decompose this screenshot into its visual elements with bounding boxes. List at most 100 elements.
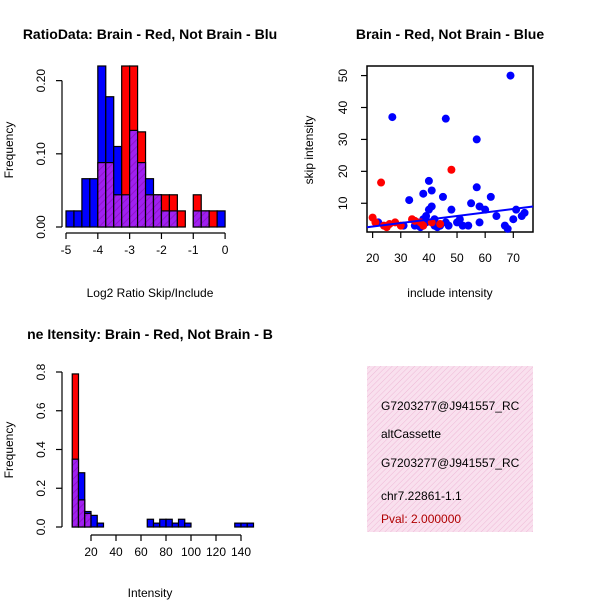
scatter-point-not-brain-32 [475,218,484,227]
ratio-overlap-bar-8 [129,129,139,228]
scatter-title: Brain - Red, Not Brain - Blue [356,26,544,42]
scatter-point-not-brain-42 [520,208,529,217]
ratio-histogram-xlabel: Log2 Ratio Skip/Include [87,286,214,300]
intensity-histogram: ne Itensity: Brain - Red, Not Brain - B … [2,326,273,600]
scatter-point-not-brain-38 [506,71,515,80]
ratio-overlap-bar-7 [121,194,131,228]
intensity-y-tick-label-1: 0.2 [34,480,48,497]
ratio-overlap-bar-13 [168,210,178,228]
intensity-histogram-title: ne Itensity: Brain - Red, Not Brain - B [27,326,273,342]
intensity-bar-29 [246,522,255,528]
scatter-point-not-brain-9 [422,212,431,221]
intensity-bar-5 [96,522,105,528]
intensity-bar-17 [171,522,180,528]
intensity-x-tick-label-6: 140 [231,545,251,559]
intensity-x-tick-label-3: 80 [159,545,173,559]
ratio-x-tick-label-3: -2 [156,243,167,257]
ratio-bar-14 [176,210,186,228]
info-probe-id: G7203277@J941557_RC [381,399,520,413]
ratio-x-tick-label-5: 0 [222,243,229,257]
scatter-point-not-brain-37 [503,224,512,233]
info-event-type: altCassette [381,427,441,441]
scatter-point-not-brain-1 [388,113,397,122]
info-panel: G7203277@J941557_RC altCassette G7203277… [367,366,533,532]
scatter-x-tick-label-4: 60 [478,251,492,265]
info-locus: chr7.22861-1.1 [381,489,462,503]
scatter-point-brain-12 [427,218,436,227]
ratio-y-tick-label-1: 0.10 [34,142,48,166]
scatter-point-not-brain-8 [419,189,428,198]
ratio-x-tick-label-4: -1 [188,243,199,257]
intensity-overlap-bar-1 [71,458,80,528]
scatter-point-not-brain-29 [472,135,481,144]
ratio-overlap-bar-16 [192,210,202,228]
ratio-overlap-bar-11 [152,194,163,228]
scatter-point-not-brain-28 [467,199,476,208]
ratio-x-tick-label-0: -5 [61,243,72,257]
scatter-point-not-brain-13 [427,202,436,211]
info-probe-id-2: G7203277@J941557_RC [381,456,520,470]
intensity-bar-19 [184,522,192,528]
scatter-point-not-brain-23 [447,205,456,214]
scatter-point-brain-13 [436,220,445,229]
ratio-bar-19 [216,210,226,228]
scatter-point-not-brain-35 [492,212,501,221]
intensity-y-tick-label-0: 0.0 [34,518,48,535]
scatter-y-tick-label-4: 50 [336,69,350,83]
intensity-bar-16 [165,518,173,528]
ratio-bar-3 [89,178,99,228]
ratio-x-tick-label-2: -3 [124,243,135,257]
intensity-overlap-bar-3 [84,512,92,528]
scatter-frame [366,65,534,233]
scatter-point-not-brain-26 [458,221,467,230]
intensity-y-tick-label-4: 0.8 [34,363,48,380]
ratio-overlap-bar-10 [144,194,155,228]
intensity-x-tick-label-4: 100 [181,545,201,559]
ratio-histogram-title: RatioData: Brain - Red, Not Brain - Blu [23,26,277,42]
scatter-y-tick-label-0: 10 [336,196,350,210]
intensity-x-tick-label-0: 20 [84,545,98,559]
scatter-point-brain-2 [377,178,386,187]
intensity-bar-27 [234,522,242,528]
ratio-bar-1 [73,210,83,228]
scatter-point-brain-1 [371,218,380,227]
scatter-point-not-brain-12 [424,176,433,185]
ratio-x-tick-label-1: -4 [92,243,103,257]
intensity-histogram-ylabel: Frequency [2,422,16,479]
scatter-point-brain-14 [447,165,456,174]
scatter-ylabel: skip intensity [302,116,316,185]
scatter-fit-line [366,205,534,229]
ratio-overlap-bar-9 [136,162,147,228]
scatter-x-tick-label-3: 50 [450,251,464,265]
intensity-x-tick-label-1: 40 [109,545,123,559]
intensity-bar-15 [159,518,167,528]
intensity-y-tick-label-3: 0.6 [34,402,48,419]
scatter-point-not-brain-20 [441,114,450,123]
scatter-point-not-brain-14 [427,186,436,195]
scatter-x-tick-label-5: 70 [507,251,521,265]
scatter-point-not-brain-30 [472,183,481,192]
ratio-bar-2 [81,178,91,228]
ratio-overlap-bar-6 [113,194,123,228]
scatter-point-not-brain-34 [486,192,495,201]
scatter-point-not-brain-19 [438,192,447,201]
intensity-bar-14 [152,522,161,528]
intensity-scatter: Brain - Red, Not Brain - Blue include in… [302,26,544,300]
right-margin-mask [533,360,600,540]
scatter-point-brain-11 [419,221,428,230]
ratio-overlap-bar-17 [200,210,210,228]
intensity-overlap-bar-2 [77,499,86,528]
ratio-histogram: RatioData: Brain - Red, Not Brain - Blu … [2,26,277,300]
scatter-point-not-brain-22 [444,221,453,230]
info-pval: Pval: 2.000000 [381,512,461,526]
scatter-y-tick-label-3: 40 [336,101,350,115]
intensity-bar-18 [177,518,186,528]
ratio-overlap-bar-5 [105,162,115,228]
scatter-point-not-brain-39 [509,215,518,224]
ratio-y-tick-label-0: 0.00 [34,215,48,239]
scatter-x-tick-label-1: 30 [394,251,408,265]
scatter-x-tick-label-2: 40 [422,251,436,265]
ratio-overlap-bar-4 [97,162,107,228]
